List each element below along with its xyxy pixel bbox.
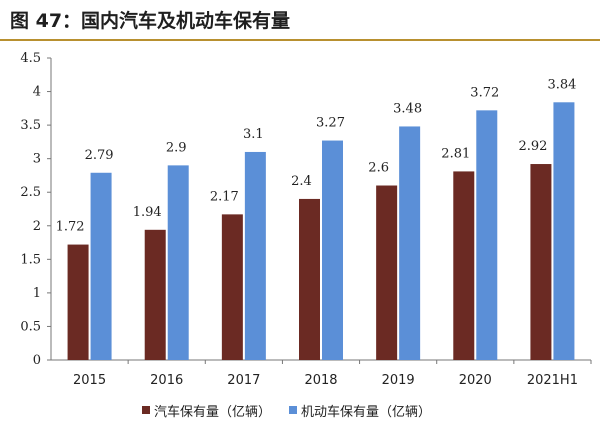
legend-item-car: 汽车保有量（亿辆） bbox=[142, 401, 271, 420]
y-tick-label: 2.5 bbox=[20, 185, 41, 200]
data-label-motor: 2.79 bbox=[85, 148, 114, 163]
data-label-car: 2.17 bbox=[210, 189, 239, 204]
bar-car bbox=[221, 214, 243, 360]
y-tick-label: 0 bbox=[33, 353, 41, 368]
y-tick-label: 3.5 bbox=[20, 118, 41, 133]
bar-motor bbox=[399, 126, 421, 360]
data-label-motor: 2.9 bbox=[166, 140, 187, 155]
bar-car bbox=[144, 229, 166, 360]
legend-swatch-car bbox=[142, 406, 150, 414]
y-tick-label: 4 bbox=[33, 85, 41, 100]
data-label-car: 2.92 bbox=[518, 139, 547, 154]
bar-motor bbox=[244, 151, 266, 360]
data-label-car: 2.81 bbox=[441, 146, 470, 161]
bar-motor bbox=[553, 102, 575, 360]
data-label-car: 2.6 bbox=[368, 161, 389, 176]
x-tick-label: 2015 bbox=[73, 373, 106, 388]
figure-header: 图 47：国内汽车及机动车保有量 bbox=[0, 0, 600, 41]
bar-motor bbox=[476, 110, 498, 360]
y-tick-label: 0.5 bbox=[20, 319, 41, 334]
x-tick-label: 2016 bbox=[150, 373, 183, 388]
bar-car bbox=[453, 171, 475, 360]
data-label-motor: 3.27 bbox=[316, 116, 345, 131]
figure-title: 图 47：国内汽车及机动车保有量 bbox=[10, 10, 291, 32]
data-label-car: 2.4 bbox=[291, 174, 312, 189]
legend-label-motor: 机动车保有量（亿辆） bbox=[301, 404, 432, 420]
chart-legend: 汽车保有量（亿辆） 机动车保有量（亿辆） bbox=[142, 400, 449, 420]
bar-car bbox=[67, 244, 89, 360]
legend-label-car: 汽车保有量（亿辆） bbox=[154, 404, 272, 420]
data-label-car: 1.72 bbox=[56, 220, 85, 235]
title-divider bbox=[0, 39, 600, 41]
data-label-car: 1.94 bbox=[133, 205, 162, 220]
data-label-motor: 3.84 bbox=[547, 77, 576, 92]
bar-motor bbox=[90, 172, 112, 360]
legend-item-motor: 机动车保有量（亿辆） bbox=[289, 401, 431, 420]
x-tick-label: 2019 bbox=[382, 373, 415, 388]
bar-car bbox=[530, 164, 552, 360]
data-label-motor: 3.1 bbox=[243, 127, 264, 142]
bar-car bbox=[376, 185, 398, 360]
x-tick-label: 2021H1 bbox=[527, 373, 578, 388]
y-tick-label: 1 bbox=[33, 286, 41, 301]
data-label-motor: 3.72 bbox=[470, 85, 499, 100]
bar-motor bbox=[167, 165, 189, 360]
y-tick-label: 3 bbox=[33, 152, 41, 167]
x-tick-label: 2018 bbox=[304, 373, 337, 388]
bar-motor bbox=[322, 140, 343, 360]
y-tick-label: 4.5 bbox=[20, 51, 41, 66]
x-tick-label: 2020 bbox=[459, 373, 492, 388]
data-label-motor: 3.48 bbox=[393, 101, 422, 116]
legend-swatch-motor bbox=[289, 406, 298, 414]
x-tick-label: 2017 bbox=[227, 373, 260, 388]
y-tick-label: 2 bbox=[33, 219, 41, 234]
bar-car bbox=[299, 198, 320, 360]
y-tick-label: 1.5 bbox=[20, 252, 41, 267]
